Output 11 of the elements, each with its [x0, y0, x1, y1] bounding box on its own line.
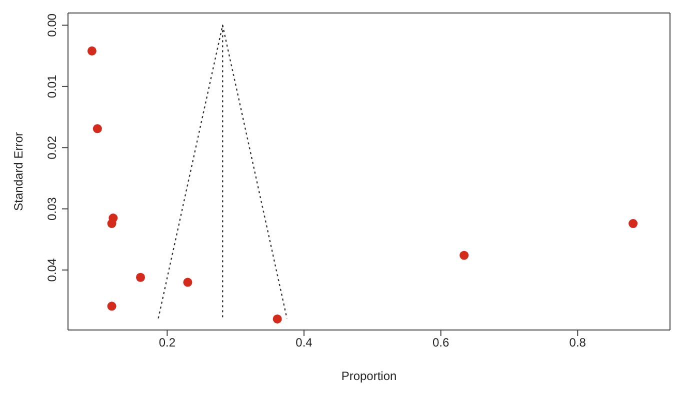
- y-tick-label: 0.03: [45, 196, 59, 221]
- x-tick-label: 0.8: [569, 336, 586, 350]
- y-tick-label: 0.02: [45, 136, 59, 160]
- y-tick-label: 0.00: [45, 13, 59, 37]
- x-tick-label: 0.2: [158, 336, 176, 350]
- x-tick-label: 0.6: [432, 336, 450, 350]
- y-tick-label: 0.01: [45, 74, 59, 98]
- y-tick-label: 0.04: [45, 258, 59, 282]
- x-tick-label: 0.4: [296, 336, 313, 350]
- x-axis-title: Proportion: [341, 369, 397, 383]
- y-axis-title: Standard Error: [11, 132, 26, 211]
